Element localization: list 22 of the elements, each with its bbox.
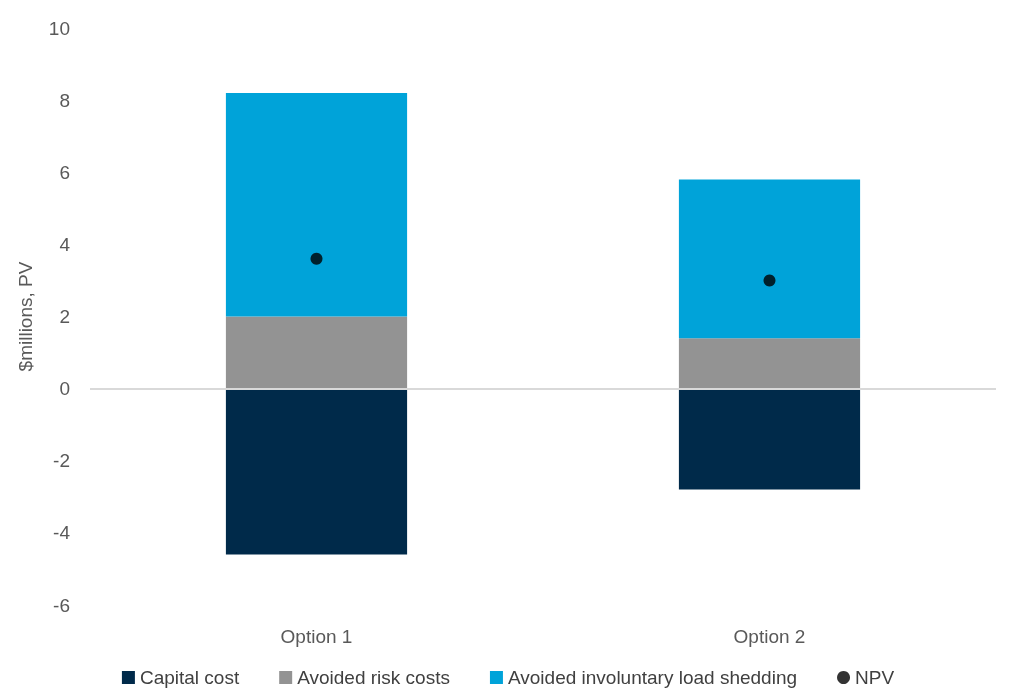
y-tick-label: 6	[59, 161, 70, 183]
y-axis-title: $millions, PV	[15, 261, 36, 372]
y-tick-label: 8	[59, 89, 70, 111]
y-tick-label: 2	[59, 306, 70, 327]
legend-label: Capital cost	[139, 667, 240, 688]
bar	[678, 179, 861, 339]
y-tick-label: 0	[59, 378, 70, 400]
y-tick-label: 10	[48, 17, 70, 39]
x-tick-label: Option 2	[733, 626, 806, 647]
legend-label: Avoided involuntary load shedding	[507, 667, 798, 688]
bar	[225, 388, 408, 555]
y-tick-label: 4	[59, 233, 71, 255]
y-tick-label: -4	[53, 522, 71, 544]
bar	[678, 338, 861, 389]
legend-label: NPV	[855, 667, 895, 688]
bar	[678, 388, 861, 490]
y-tick-label: -6	[53, 594, 70, 616]
legend-label: Avoided risk costs	[297, 667, 450, 688]
x-tick-label: Option 1	[280, 626, 353, 647]
bar	[225, 316, 408, 389]
bar	[225, 92, 408, 317]
y-tick-label: -2	[53, 450, 70, 472]
